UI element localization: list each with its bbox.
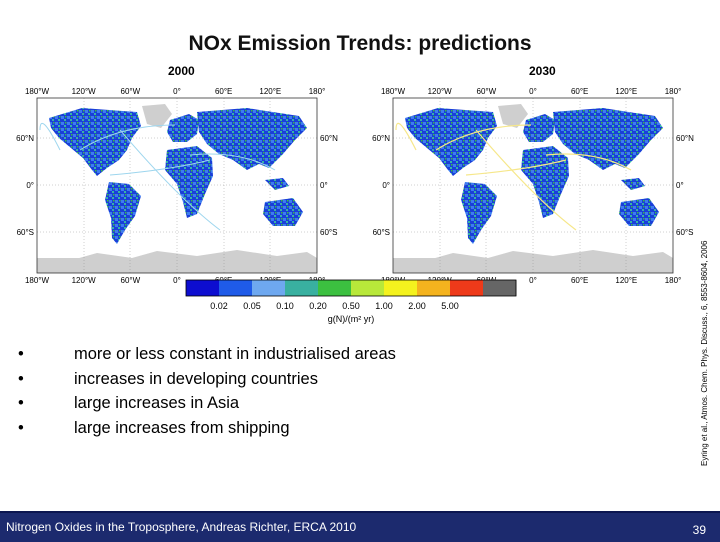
footer-text: Nitrogen Oxides in the Troposphere, Andr… — [6, 520, 357, 534]
colorbar-cell — [417, 280, 451, 296]
lat-label-right: 0° — [676, 181, 684, 190]
lat-label-right: 60°S — [320, 228, 337, 237]
colorbar-cell — [318, 280, 352, 296]
bullet-item: • increases in developing countries — [10, 367, 396, 392]
lon-label-top: 60°W — [121, 87, 141, 96]
lat-label-right: 60°N — [320, 134, 338, 143]
shipping-lanes-2030 — [395, 122, 632, 231]
citation: Eyring et al., Atmos. Chem. Phys. Discus… — [700, 240, 709, 466]
lon-label-top: 180° — [665, 87, 682, 96]
bullet-marker: • — [18, 394, 24, 412]
colorbar: 0.02 0.05 0.10 0.20 0.50 1.00 2.00 5.00 g(N)/(m… — [185, 279, 517, 324]
lon-label-bottom: 0° — [529, 276, 537, 285]
lon-label-bottom: 120°W — [72, 276, 97, 285]
map-year-2030: 2030 — [529, 64, 556, 78]
lat-label-left: 60°S — [17, 228, 34, 237]
lon-label-bottom: 180° — [665, 276, 682, 285]
map-2000: 180°W 120°W 60°W 0° 60°E 120°E 180° 180°W 120°W 6… — [16, 87, 338, 285]
lat-label-right: 0° — [320, 181, 328, 190]
colorbar-cell — [384, 280, 418, 296]
slide-title: NOx Emission Trends: predictions — [188, 32, 532, 55]
bullet-list: • more or less constant in industrialised… — [10, 342, 396, 440]
lon-label-top: 60°W — [477, 87, 497, 96]
lat-label-right: 60°S — [676, 228, 693, 237]
bullet-text: large increases in Asia — [74, 394, 240, 412]
colorbar-tick-label: 2.00 — [408, 301, 426, 311]
lon-label-bottom: 60°W — [121, 276, 141, 285]
bullet-text: large increases from shipping — [74, 418, 290, 437]
lon-label-top: 120°W — [428, 87, 453, 96]
lat-label-left: 0° — [26, 181, 34, 190]
lat-label-left: 60°S — [373, 228, 390, 237]
bullet-text: more or less constant in industrialised … — [74, 345, 396, 363]
colorbar-tick-label: 0.05 — [243, 301, 261, 311]
colorbar-cell — [450, 280, 484, 296]
bullet-item: • more or less constant in industrialised… — [10, 342, 396, 367]
lon-label-top: 180° — [309, 87, 326, 96]
bullet-marker: • — [18, 369, 24, 388]
lat-label-left: 0° — [382, 181, 390, 190]
maps-figure: 180°W 120°W 60°W 0° 60°E 120°E 180° 180°W 120°W 6… — [16, 87, 694, 324]
lon-label-top: 0° — [173, 87, 181, 96]
lon-label-top: 180°W — [25, 87, 50, 96]
map-2030: 180°W120°W60°W0°60°E120°E180°180°W120°W6… — [372, 87, 694, 285]
shipping-lanes-2000 — [39, 122, 276, 231]
colorbar-cell — [219, 280, 253, 296]
colorbar-tick-label: 0.20 — [309, 301, 327, 311]
lon-label-top: 60°E — [571, 87, 588, 96]
lon-label-bottom: 60°E — [571, 276, 588, 285]
lon-label-top: 120°W — [72, 87, 97, 96]
lon-label-bottom: 0° — [173, 276, 181, 285]
bullet-marker: • — [18, 345, 24, 363]
colorbar-tick-label: 1.00 — [375, 301, 393, 311]
lat-label-right: 60°N — [676, 134, 694, 143]
page-number: 39 — [692, 523, 706, 537]
colorbar-tick-label: 0.02 — [210, 301, 228, 311]
colorbar-unit-label: g(N)/(m² yr) — [328, 314, 375, 324]
lat-label-left: 60°N — [16, 134, 34, 143]
colorbar-cell — [483, 280, 517, 296]
colorbar-tick-label: 0.50 — [342, 301, 360, 311]
lat-label-left: 60°N — [372, 134, 390, 143]
colorbar-tick-label: 0.10 — [276, 301, 294, 311]
colorbar-cell — [252, 280, 286, 296]
lon-label-top: 0° — [529, 87, 537, 96]
lon-label-top: 60°E — [215, 87, 232, 96]
colorbar-cell — [285, 280, 319, 296]
lon-label-bottom: 120°E — [615, 276, 637, 285]
bullet-item: • large increases in Asia — [10, 391, 396, 416]
map-year-2000: 2000 — [168, 64, 195, 78]
bullet-text: increases in developing countries — [74, 369, 318, 388]
lon-label-top: 120°E — [615, 87, 637, 96]
lon-label-top: 120°E — [259, 87, 281, 96]
colorbar-cell — [186, 280, 220, 296]
bullet-marker: • — [18, 418, 24, 437]
lon-label-top: 180°W — [381, 87, 406, 96]
footer-bar: Nitrogen Oxides in the Troposphere, Andr… — [0, 511, 720, 542]
colorbar-cell — [351, 280, 385, 296]
colorbar-tick-label: 5.00 — [441, 301, 459, 311]
bullet-item: • large increases from shipping — [10, 416, 396, 441]
lon-label-bottom: 180°W — [25, 276, 50, 285]
